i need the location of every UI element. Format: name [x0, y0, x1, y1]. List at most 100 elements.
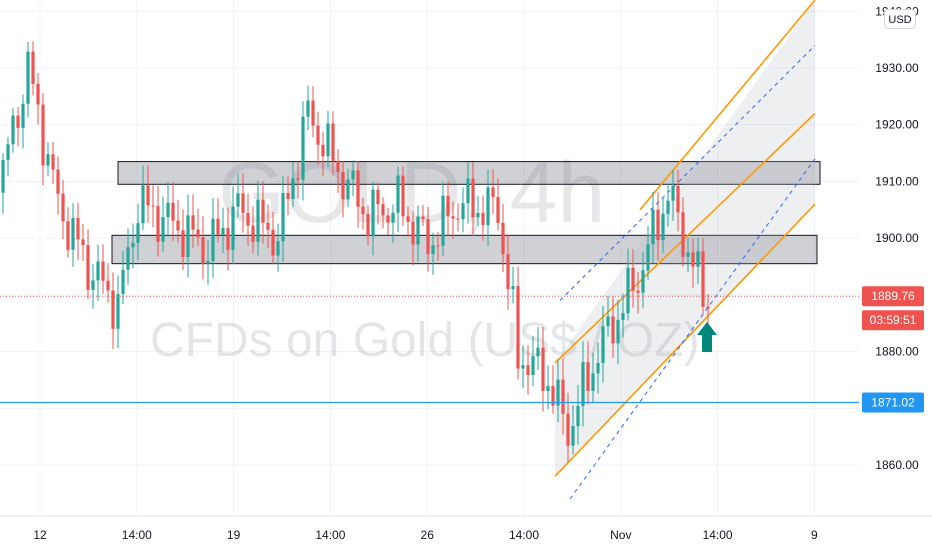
candle-body	[666, 200, 670, 214]
candle	[216, 198, 220, 243]
candle-body	[21, 103, 25, 128]
countdown-tag-text: 03:59:51	[870, 313, 917, 327]
regression-channel[interactable]	[554, 0, 816, 500]
candle	[566, 392, 570, 462]
candle-body	[456, 218, 460, 220]
candle	[26, 41, 30, 118]
candle	[191, 194, 195, 249]
candle	[6, 136, 10, 177]
candle-body	[646, 244, 650, 271]
candle	[301, 101, 305, 201]
candle	[101, 244, 105, 294]
candle	[156, 185, 160, 257]
candle	[136, 203, 140, 261]
candle-body	[426, 219, 430, 254]
candle-body	[61, 193, 65, 222]
candle	[231, 186, 235, 265]
candle	[581, 341, 585, 427]
candle	[241, 173, 245, 233]
candle-body	[301, 116, 305, 180]
candle-body	[221, 227, 225, 235]
candle	[496, 178, 500, 231]
candle-body	[6, 144, 10, 161]
candle-body	[161, 217, 165, 242]
time-axis[interactable]: 12 14:00 19 14:00 26 14:00 Nov 14:00 9	[0, 515, 932, 550]
candle-body	[196, 229, 200, 238]
candle-body	[116, 294, 120, 329]
candle	[36, 73, 40, 125]
candle-body	[146, 185, 150, 206]
candle-body	[706, 306, 710, 309]
candle-body	[76, 217, 80, 240]
price-tick-label: 1880.00	[875, 345, 919, 359]
candle-body	[156, 206, 160, 242]
candle	[111, 272, 115, 350]
candle-body	[466, 178, 470, 204]
candle-body	[631, 267, 635, 291]
candle	[41, 93, 45, 186]
candle-body	[266, 222, 270, 230]
candle-body	[331, 123, 335, 161]
price-axis[interactable]: 1860.001870.001880.001890.001900.001910.…	[859, 0, 932, 516]
candle	[606, 296, 610, 337]
candle-body	[351, 170, 355, 180]
candle	[261, 181, 265, 244]
candle-body	[191, 215, 195, 230]
up-arrow-drawing[interactable]	[697, 322, 717, 352]
candle	[676, 170, 680, 232]
candle	[421, 204, 425, 227]
candle	[81, 223, 85, 261]
candle	[486, 169, 490, 247]
currency-button[interactable]: USD	[884, 9, 916, 29]
candle	[371, 181, 375, 256]
candle	[16, 107, 20, 147]
candle-body	[591, 373, 595, 391]
candle-body	[211, 218, 215, 262]
candle	[641, 251, 645, 309]
countdown-tag-bg	[862, 310, 924, 331]
candle	[561, 358, 565, 435]
candle-body	[421, 216, 425, 220]
candle-body	[181, 230, 185, 258]
candle	[451, 201, 455, 239]
candle	[171, 181, 175, 241]
candle-body	[326, 123, 330, 157]
candle-body	[586, 362, 590, 391]
candle	[681, 197, 685, 267]
horizontal-lines[interactable]	[0, 295, 859, 404]
time-tick-label: 14:00	[315, 528, 345, 542]
time-tick-label: 9	[811, 528, 818, 542]
candle-body	[626, 267, 630, 314]
candle	[236, 173, 240, 218]
candle-body	[256, 199, 260, 242]
candle-body	[126, 247, 130, 270]
candle	[476, 195, 480, 227]
candle-body	[531, 356, 535, 375]
candle	[96, 244, 100, 301]
candle-body	[691, 252, 695, 267]
candle-body	[701, 251, 705, 307]
candle	[446, 181, 450, 236]
candle-body	[171, 202, 175, 221]
candle	[66, 207, 70, 258]
candle	[316, 111, 320, 165]
candle	[271, 211, 275, 264]
candle	[471, 161, 475, 237]
price-tick-label: 1910.00	[875, 174, 919, 188]
candle	[251, 206, 255, 254]
candle	[506, 235, 510, 310]
candle	[106, 263, 110, 303]
time-tick-label: 14:00	[703, 528, 733, 542]
channel-upper-line	[639, 0, 816, 211]
candle-body	[516, 286, 520, 369]
candle	[291, 162, 295, 208]
candle	[646, 226, 650, 280]
candle	[631, 248, 635, 308]
candle-body	[406, 216, 410, 222]
candle-body	[411, 221, 415, 245]
candle-body	[381, 204, 385, 216]
candle	[456, 203, 460, 232]
candle-body	[91, 280, 95, 290]
